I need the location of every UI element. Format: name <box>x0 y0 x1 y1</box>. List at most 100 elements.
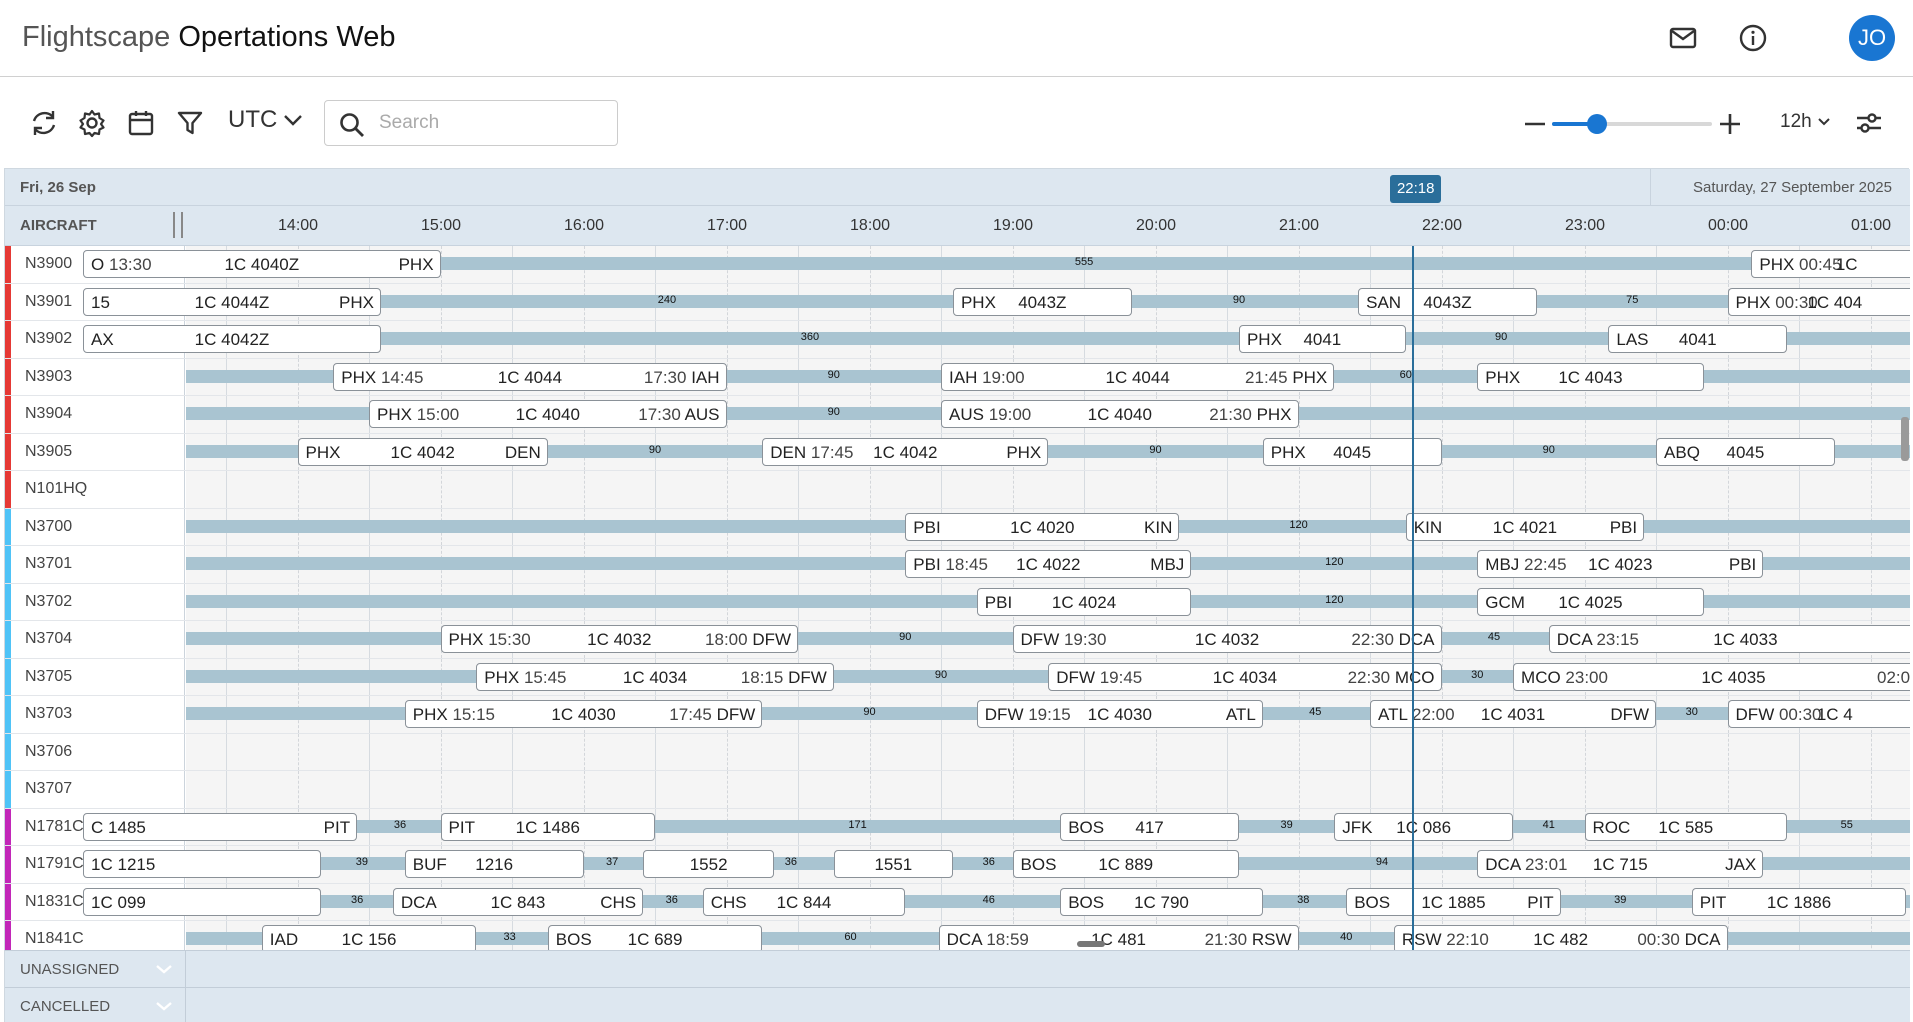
flight-block[interactable]: PIT 1C 1886 <box>1691 887 1907 916</box>
flight-block[interactable]: RSW 22:10 1C 482 00:30 DCA <box>1393 925 1728 950</box>
flight-block[interactable]: DCA 1C 843 CHS <box>392 887 644 916</box>
aircraft-lane[interactable]: 360 90 AX 1C 4042Z PHX 4041 LAS 4041 <box>83 321 1910 358</box>
aircraft-label[interactable]: N1841C <box>5 921 185 950</box>
flight-block[interactable]: DEN 17:45 1C 4042 PHX <box>762 437 1049 466</box>
flight-block[interactable]: ROC 1C 585 <box>1584 812 1788 841</box>
flight-block[interactable]: CHS 1C 844 <box>702 887 906 916</box>
group-cancelled[interactable]: CANCELLED <box>5 987 1910 1022</box>
flight-block[interactable]: PHX 15:00 1C 4040 17:30 AUS <box>369 400 727 428</box>
aircraft-label[interactable]: N3705 <box>5 658 185 695</box>
time-range-select[interactable]: 12h <box>1780 111 1830 133</box>
flight-block[interactable]: MBJ 22:45 1C 4023 PBI <box>1477 550 1764 578</box>
flight-block[interactable]: 15 1C 4044Z PHX <box>83 287 381 316</box>
flight-block[interactable]: O 13:30 1C 4040Z PHX <box>83 250 441 278</box>
chevron-down-icon[interactable] <box>155 960 173 978</box>
aircraft-lane[interactable] <box>186 733 1910 770</box>
flight-block[interactable]: PBI 18:45 1C 4022 MBJ <box>905 550 1192 578</box>
user-avatar[interactable]: JO <box>1849 15 1895 61</box>
aircraft-lane[interactable]: 39 37 36 36 94 1C 1215 BUF 1216 1552 1551 BOS 1C 88… <box>83 846 1910 883</box>
aircraft-label[interactable]: N3905 <box>5 433 185 470</box>
flight-block[interactable]: BOS 1C 689 <box>547 925 763 950</box>
flight-block[interactable]: PHX 4045 <box>1262 437 1442 466</box>
flight-block[interactable]: SAN 4043Z <box>1358 287 1537 316</box>
aircraft-label[interactable]: N3904 <box>5 396 185 433</box>
gear-icon[interactable] <box>75 106 109 140</box>
flight-block[interactable]: IAH 19:00 1C 4044 21:45 PHX <box>941 362 1335 391</box>
info-icon[interactable] <box>1733 20 1773 56</box>
flight-block[interactable]: PHX 15:15 1C 4030 17:45 DFW <box>404 700 763 728</box>
flight-block[interactable]: JFK 1C 086 <box>1334 812 1514 841</box>
aircraft-lane[interactable]: 240 90 75 15 1C 4044Z PHX PHX 4043Z SAN 4043Z PHX … <box>83 283 1910 320</box>
flight-block[interactable]: DCA 18:59 1C 481 21:30 RSW <box>938 925 1299 950</box>
flight-block[interactable]: 1C 099 <box>83 887 322 916</box>
current-time-badge[interactable]: 22:18 <box>1389 175 1442 203</box>
refresh-icon[interactable] <box>27 106 61 140</box>
group-unassigned[interactable]: UNASSIGNED <box>5 950 1910 988</box>
aircraft-lane[interactable]: 120 PBI 18:45 1C 4022 MBJ MBJ 22:45 1C 4023 PB… <box>186 546 1910 583</box>
flight-block[interactable]: 1552 <box>643 850 775 878</box>
flight-block[interactable]: BOS 1C 1885 PIT <box>1346 887 1561 916</box>
flight-block[interactable]: PBI 1C 4024 <box>976 587 1192 616</box>
aircraft-lane[interactable]: 555 O 13:30 1C 4040Z PHX PHX 00:45 1C <box>83 246 1910 283</box>
sliders-icon[interactable] <box>1852 106 1886 140</box>
flight-block[interactable]: AX 1C 4042Z <box>83 325 381 353</box>
flight-block[interactable]: BOS 1C 790 <box>1060 887 1263 916</box>
mail-icon[interactable] <box>1663 20 1703 56</box>
timezone-select[interactable]: UTC <box>228 106 303 134</box>
filter-icon[interactable] <box>173 106 207 140</box>
aircraft-lane[interactable]: 36 171 39 41 55 C 1485 PIT PIT 1C 1486 BOS 417 JFK 1… <box>83 808 1910 845</box>
horizontal-scrollbar[interactable] <box>1077 941 1105 947</box>
aircraft-lane[interactable]: 90 45 30 PHX 15:15 1C 4030 17:45 DFW DFW 19:15… <box>186 696 1910 733</box>
flight-block[interactable]: PHX 1C 4043 <box>1477 362 1704 391</box>
aircraft-label[interactable]: N3703 <box>5 696 185 733</box>
aircraft-label[interactable]: N3903 <box>5 358 185 395</box>
flight-block[interactable]: DFW 19:30 1C 4032 22:30 DCA <box>1012 625 1442 653</box>
flight-block[interactable]: PHX 14:45 1C 4044 17:30 IAH <box>333 362 727 391</box>
aircraft-lane[interactable]: 120 PBI 1C 4020 KIN KIN 1C 4021 PBI <box>186 508 1910 545</box>
aircraft-lane[interactable] <box>186 471 1910 508</box>
aircraft-lane[interactable]: 90 60 PHX 14:45 1C 4044 17:30 IAH IAH 19:00 1C… <box>186 358 1910 395</box>
flight-block[interactable]: LAS 4041 <box>1608 325 1788 353</box>
flight-block[interactable]: IAD 1C 156 <box>261 925 477 950</box>
flight-block[interactable]: PHX 15:45 1C 4034 18:15 DFW <box>476 662 834 691</box>
flight-block[interactable]: DFW 19:15 1C 4030 ATL <box>976 700 1263 728</box>
flight-block[interactable]: PHX 00:45 1C <box>1751 250 1910 278</box>
aircraft-lane[interactable]: 36 36 46 38 39 1C 099 DCA 1C 843 CHS CHS 1C 844 BOS… <box>83 883 1910 920</box>
flight-block[interactable]: DFW 19:45 1C 4034 22:30 MCO <box>1048 662 1442 691</box>
aircraft-label[interactable]: N3700 <box>5 508 185 545</box>
zoom-in-icon[interactable] <box>1717 111 1743 137</box>
aircraft-lane[interactable]: 120 PBI 1C 4024 GCM 1C 4025 <box>186 583 1910 620</box>
flight-block[interactable]: PHX 4041 <box>1238 325 1406 353</box>
column-resize-handle[interactable] <box>173 212 183 238</box>
zoom-out-icon[interactable] <box>1522 111 1548 137</box>
flight-block[interactable]: PIT 1C 1486 <box>440 812 656 841</box>
flight-block[interactable]: PHX 15:30 1C 4032 18:00 DFW <box>440 625 799 653</box>
flight-block[interactable]: PHX 4043Z <box>952 287 1132 316</box>
aircraft-label[interactable]: N3707 <box>5 771 185 808</box>
flight-block[interactable]: 1551 <box>833 850 953 878</box>
aircraft-label[interactable]: N101HQ <box>5 471 185 508</box>
aircraft-lane[interactable]: 90 45 PHX 15:30 1C 4032 18:00 DFW DFW 19:30 1C… <box>186 621 1910 658</box>
flight-block[interactable]: PHX 00:30 1C 404 <box>1727 287 1910 316</box>
flight-block[interactable]: BOS 1C 889 <box>1012 850 1239 878</box>
flight-block[interactable]: BOS 417 <box>1060 812 1239 841</box>
aircraft-label[interactable]: N3706 <box>5 733 185 770</box>
flight-block[interactable]: 1C 1215 <box>83 850 322 878</box>
flight-block[interactable]: ATL 22:00 1C 4031 DFW <box>1370 700 1657 728</box>
flight-block[interactable]: KIN 1C 4021 PBI <box>1405 512 1645 541</box>
flight-block[interactable]: PHX 1C 4042 DEN <box>297 437 548 466</box>
flight-block[interactable]: MCO 23:00 1C 4035 02:00 DF <box>1513 662 1910 691</box>
aircraft-lane[interactable]: 33 60 40 IAD 1C 156 BOS 1C 689 DCA 18:59 1C 481 2… <box>186 921 1910 950</box>
flight-block[interactable]: DFW 00:30 1C 4 <box>1727 700 1910 728</box>
flight-block[interactable]: DCA 23:01 1C 715 JAX <box>1477 850 1764 878</box>
aircraft-lane[interactable]: 90 90 90 PHX 1C 4042 DEN DEN 17:45 1C 4042 PHX PH… <box>186 433 1910 470</box>
flight-block[interactable]: ABQ 4045 <box>1656 437 1835 466</box>
aircraft-label[interactable]: N3702 <box>5 583 185 620</box>
chevron-down-icon[interactable] <box>155 997 173 1015</box>
aircraft-lane[interactable] <box>186 771 1910 808</box>
flight-block[interactable]: AUS 19:00 1C 4040 21:30 PHX <box>941 400 1299 428</box>
flight-block[interactable]: C 1485 PIT <box>83 812 358 841</box>
vertical-scrollbar[interactable] <box>1901 417 1909 461</box>
flight-block[interactable]: GCM 1C 4025 <box>1477 587 1704 616</box>
